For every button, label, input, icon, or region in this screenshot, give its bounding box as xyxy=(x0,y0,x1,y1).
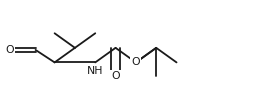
Text: O: O xyxy=(132,57,140,67)
Text: O: O xyxy=(5,45,14,55)
Text: NH: NH xyxy=(87,66,103,76)
Text: O: O xyxy=(111,71,120,81)
